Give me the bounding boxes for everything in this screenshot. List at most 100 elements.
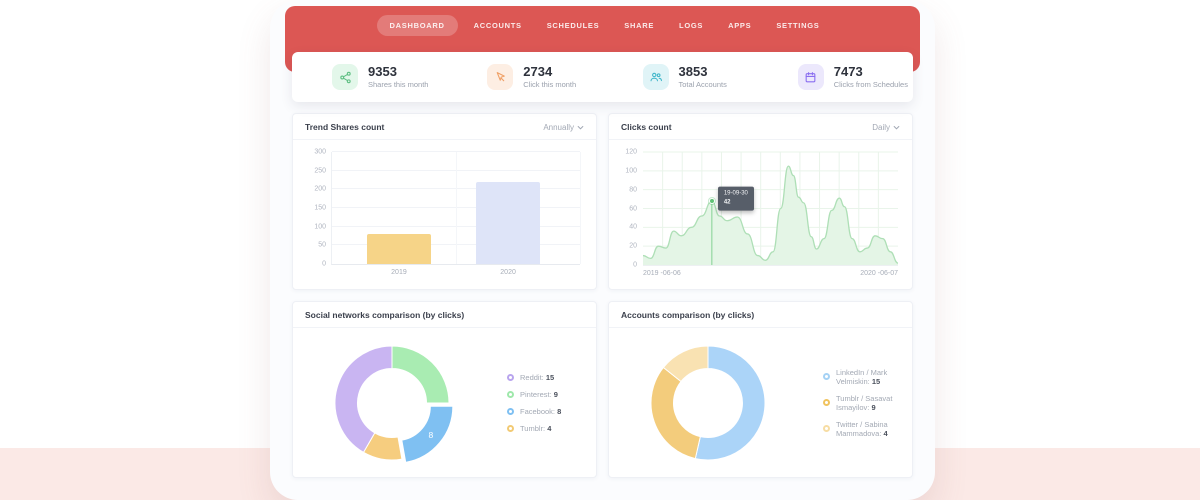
calendar-icon: [797, 64, 824, 90]
donut-chart-accounts[interactable]: LinkedIn / Mark Velmiskin: 15 Tumblr / Sa…: [609, 328, 912, 477]
legend-item-linkedin-mark-velmiskin[interactable]: LinkedIn / Mark Velmiskin: 15: [823, 368, 912, 386]
legend-label: Tumblr / Sasavat Ismayilov: 9: [836, 393, 893, 412]
x-axis-label: 2020: [500, 269, 516, 276]
panel-title: Clicks count: [621, 122, 672, 132]
panel-trend-shares: Trend Shares count Annually 0 50 100 150 200…: [292, 113, 597, 290]
legend-social: Reddit: 15 Pinterest: 9 Facebook: 8 Tumblr:…: [507, 365, 561, 441]
donut-accounts[interactable]: [635, 333, 781, 473]
y-axis-label: 300: [314, 148, 326, 156]
legend-item-tumblr[interactable]: Tumblr: 4: [507, 424, 561, 433]
stat-label: Click this month: [523, 79, 577, 89]
tooltip-date: 19-09-30: [723, 190, 748, 197]
data-point-marker[interactable]: [708, 197, 715, 204]
y-axis-label: 20: [629, 242, 637, 250]
panel-title: Trend Shares count: [305, 122, 385, 132]
y-axis-label: 120: [625, 148, 637, 156]
legend-item-reddit[interactable]: Reddit: 15: [507, 373, 561, 382]
stat-value: 7473: [833, 64, 863, 80]
stat-clicks-from-schedules: 7473 Clicks from Schedules: [758, 64, 913, 90]
nav-item-logs[interactable]: LOGS: [679, 21, 704, 30]
nav-item-accounts[interactable]: ACCOUNTS: [473, 21, 522, 30]
chevron-down-icon: [893, 125, 900, 130]
nav-item-dashboard[interactable]: DASHBOARD: [376, 15, 458, 36]
period-selector-annually[interactable]: Annually: [543, 123, 584, 132]
slice-value-label: 8: [429, 429, 434, 439]
legend-item-facebook[interactable]: Facebook: 8: [507, 407, 561, 416]
nav-item-share[interactable]: SHARE: [624, 21, 655, 30]
area-chart-svg: [643, 152, 898, 265]
legend-marker: [507, 407, 514, 415]
legend-value: 9: [871, 402, 876, 412]
legend-label: Facebook: 8: [520, 406, 562, 416]
period-label: Daily: [872, 122, 890, 132]
y-axis-label: 0: [322, 260, 326, 268]
legend-label: Twitter / Sabina Mammadova: 4: [836, 419, 888, 438]
bar-2019[interactable]: [366, 234, 432, 264]
tooltip-value: 42: [723, 199, 731, 206]
stats-bar: 9353 Shares this month 2734 Click this mont…: [292, 52, 913, 102]
charts-grid: Trend Shares count Annually 0 50 100 150 200…: [292, 113, 913, 478]
donut-slice-tumblr-sasavat-ismayilov[interactable]: [650, 366, 701, 459]
chevron-down-icon: [577, 125, 584, 130]
bar-chart-plot: 0 50 100 150 200 250 300 2019 2020: [314, 149, 581, 276]
chart-tooltip: 19-09-30 42: [717, 186, 754, 211]
legend-label: Reddit: 15: [520, 372, 555, 382]
panel-title: Accounts comparison (by clicks): [621, 310, 755, 320]
panel-clicks-count: Clicks count Daily 19-09-30 42 2019 -06-…: [608, 113, 913, 290]
legend-value: 9: [553, 389, 558, 399]
bar-2020[interactable]: [475, 181, 541, 264]
legend-marker: [823, 425, 830, 432]
legend-marker: [507, 390, 514, 398]
bar-chart[interactable]: 0 50 100 150 200 250 300 2019 2020: [293, 140, 596, 289]
donut-row: 8 Reddit: 15 Pinterest: 9 Facebook: 8 Tumbl…: [293, 328, 596, 477]
nav-item-schedules[interactable]: SCHEDULES: [546, 21, 600, 30]
panel-social-networks: Social networks comparison (by clicks) 8…: [292, 301, 597, 478]
period-selector-daily[interactable]: Daily: [872, 123, 900, 132]
legend-item-tumblr-sasavat-ismayilov[interactable]: Tumblr / Sasavat Ismayilov: 9: [823, 394, 912, 412]
users-icon: [642, 64, 669, 90]
stat-value: 9353: [368, 64, 397, 80]
donut-slice-twitter-sabina-mammadova[interactable]: [662, 344, 709, 382]
stat-text: 9353 Shares this month: [368, 64, 429, 89]
period-label: Annually: [543, 122, 574, 132]
nav-item-settings[interactable]: SETTINGS: [776, 21, 820, 30]
x-axis-label: 2019: [391, 269, 407, 276]
share-icon: [332, 64, 358, 90]
panel-header: Trend Shares count Annually: [293, 114, 596, 140]
panel-header: Social networks comparison (by clicks): [293, 302, 596, 328]
legend-marker: [507, 373, 514, 381]
donut-slice-reddit[interactable]: [334, 344, 393, 453]
main-nav: DASHBOARD ACCOUNTS SCHEDULES SHARE LOGS APPS S…: [285, 6, 920, 36]
x-axis-end-label: 2020 -06-07: [860, 270, 898, 277]
y-axis-label: 0: [633, 261, 637, 269]
donut-slice-facebook[interactable]: [401, 405, 454, 463]
gridline: [332, 151, 580, 152]
donut-social[interactable]: 8: [319, 333, 465, 473]
area-chart[interactable]: 19-09-30 42 2019 -06-06 2020 -06-07 0 20 4…: [609, 140, 912, 289]
x-axis-start-label: 2019 -06-06: [643, 270, 681, 277]
y-axis-label: 100: [314, 223, 326, 231]
donut-row: LinkedIn / Mark Velmiskin: 15 Tumblr / Sa…: [609, 328, 912, 477]
stat-label: Shares this month: [368, 79, 429, 89]
panel-header: Clicks count Daily: [609, 114, 912, 140]
legend-label: LinkedIn / Mark Velmiskin: 15: [836, 367, 888, 386]
panel-accounts-comparison: Accounts comparison (by clicks) LinkedIn…: [608, 301, 913, 478]
app-window: DASHBOARD ACCOUNTS SCHEDULES SHARE LOGS APPS S…: [270, 0, 935, 500]
area-chart-plot: 19-09-30 42 2019 -06-06 2020 -06-07 0 20 4…: [625, 149, 898, 277]
nav-item-apps[interactable]: APPS: [728, 21, 752, 30]
stat-text: 3853 Total Accounts: [678, 64, 727, 89]
stat-value: 3853: [678, 64, 708, 80]
donut-chart-social[interactable]: 8 Reddit: 15 Pinterest: 9 Facebook: 8 Tumbl…: [293, 328, 596, 477]
legend-accounts: LinkedIn / Mark Velmiskin: 15 Tumblr / Sa…: [823, 360, 912, 446]
legend-item-pinterest[interactable]: Pinterest: 9: [507, 390, 561, 399]
gridline-vertical: [456, 152, 457, 264]
donut-slice-pinterest[interactable]: [391, 344, 450, 403]
y-axis-label: 50: [318, 241, 326, 249]
y-axis-label: 60: [629, 205, 637, 212]
legend-marker: [507, 424, 514, 432]
donut-slice-linkedin-mark-velmiskin[interactable]: [694, 344, 766, 460]
gridline-vertical: [580, 152, 581, 264]
legend-item-twitter-sabina-mammadova[interactable]: Twitter / Sabina Mammadova: 4: [823, 420, 912, 438]
y-axis-label: 40: [629, 223, 637, 231]
y-axis-label: 200: [314, 185, 326, 193]
